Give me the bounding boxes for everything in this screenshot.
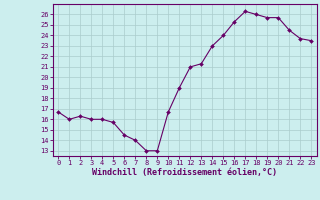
- X-axis label: Windchill (Refroidissement éolien,°C): Windchill (Refroidissement éolien,°C): [92, 168, 277, 177]
